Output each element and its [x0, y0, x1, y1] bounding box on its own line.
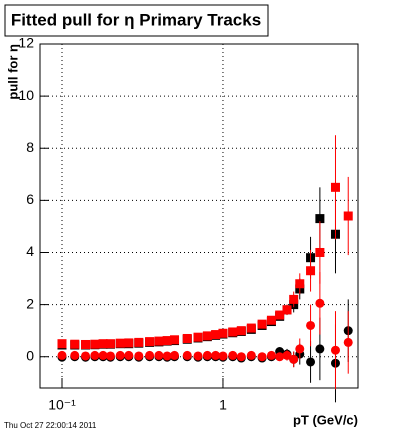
marker	[246, 350, 256, 360]
marker	[266, 350, 276, 360]
marker	[90, 350, 100, 360]
marker	[124, 338, 134, 348]
marker	[145, 337, 155, 347]
marker	[57, 339, 67, 349]
marker	[182, 333, 192, 343]
marker	[306, 357, 316, 367]
marker	[236, 352, 246, 362]
marker	[315, 247, 325, 257]
marker	[170, 335, 180, 345]
marker	[289, 294, 299, 304]
marker	[193, 351, 203, 361]
footer: Thu Oct 27 22:00:14 2011	[4, 421, 97, 430]
marker	[162, 351, 172, 361]
marker	[162, 336, 172, 346]
y-tick-label: 2	[26, 295, 34, 311]
marker	[306, 266, 316, 276]
marker	[70, 350, 80, 360]
marker	[228, 350, 238, 360]
marker	[282, 305, 292, 315]
marker	[246, 323, 256, 333]
marker	[98, 350, 108, 360]
marker	[105, 351, 115, 361]
marker	[218, 328, 228, 338]
marker	[282, 350, 292, 360]
marker	[228, 327, 238, 337]
marker	[170, 350, 180, 360]
marker	[289, 354, 299, 364]
marker	[90, 339, 100, 349]
marker	[315, 344, 325, 354]
marker	[343, 337, 353, 347]
marker	[275, 310, 285, 320]
marker	[154, 336, 164, 346]
marker	[257, 319, 267, 329]
marker	[202, 331, 212, 341]
marker	[236, 326, 246, 336]
marker	[315, 298, 325, 308]
y-tick-label: 6	[26, 191, 34, 207]
marker	[202, 350, 212, 360]
marker	[134, 337, 144, 347]
marker	[306, 320, 316, 330]
title-box	[4, 4, 269, 37]
marker	[266, 315, 276, 325]
marker	[211, 330, 221, 340]
marker	[275, 352, 285, 362]
marker	[182, 350, 192, 360]
marker	[57, 350, 67, 360]
chart-title: Fitted pull for η Primary Tracks	[11, 10, 261, 29]
x-tick-label: 10⁻¹	[48, 397, 76, 413]
marker	[70, 339, 80, 349]
marker	[218, 351, 228, 361]
y-tick-label: 10	[18, 87, 34, 103]
marker	[295, 344, 305, 354]
marker	[81, 339, 91, 349]
y-tick-label: 12	[18, 35, 34, 51]
marker	[124, 350, 134, 360]
y-tick-label: 4	[26, 243, 34, 259]
x-tick-label: 1	[219, 397, 227, 413]
marker	[343, 211, 353, 221]
marker	[145, 350, 155, 360]
y-axis-label: pull for η	[5, 44, 20, 100]
marker	[295, 279, 305, 289]
marker	[330, 345, 340, 355]
marker	[330, 182, 340, 192]
marker	[115, 338, 125, 348]
x-axis-label: pT (GeV/c)	[293, 412, 358, 427]
marker	[81, 351, 91, 361]
marker	[315, 214, 325, 224]
marker	[115, 350, 125, 360]
y-tick-label: 0	[26, 347, 34, 363]
marker	[211, 350, 221, 360]
y-tick-label: 8	[26, 139, 34, 155]
marker	[257, 352, 267, 362]
marker	[154, 350, 164, 360]
plot-frame	[39, 43, 359, 389]
marker	[134, 351, 144, 361]
marker	[98, 339, 108, 349]
marker	[105, 339, 115, 349]
marker	[193, 332, 203, 342]
